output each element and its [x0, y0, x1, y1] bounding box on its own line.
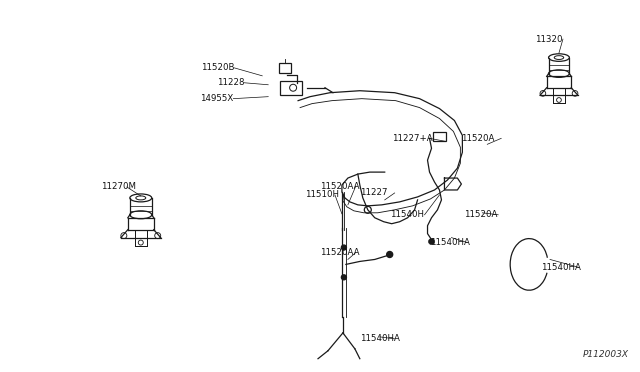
Text: 11520AA: 11520AA	[320, 182, 360, 190]
Text: 11228: 11228	[217, 78, 244, 87]
Text: 14955X: 14955X	[200, 94, 234, 103]
Text: 11540HA: 11540HA	[360, 334, 400, 343]
Text: 11520A: 11520A	[461, 134, 495, 143]
Text: 11540HA: 11540HA	[541, 263, 581, 272]
Circle shape	[387, 251, 393, 257]
Text: 11510H: 11510H	[305, 190, 339, 199]
Text: 11520B: 11520B	[201, 63, 234, 73]
Text: 11270M: 11270M	[101, 183, 136, 192]
Text: 11227+A: 11227+A	[392, 134, 432, 143]
Circle shape	[341, 245, 346, 250]
Text: P112003X: P112003X	[582, 350, 628, 359]
Text: 11520A: 11520A	[465, 210, 498, 219]
Text: 11227: 11227	[360, 189, 387, 198]
Text: 11320: 11320	[535, 35, 563, 44]
Circle shape	[429, 238, 435, 244]
Text: 11540H: 11540H	[390, 210, 424, 219]
Text: 11540HA: 11540HA	[429, 238, 469, 247]
Circle shape	[341, 275, 346, 280]
Text: 11520AA: 11520AA	[320, 248, 360, 257]
